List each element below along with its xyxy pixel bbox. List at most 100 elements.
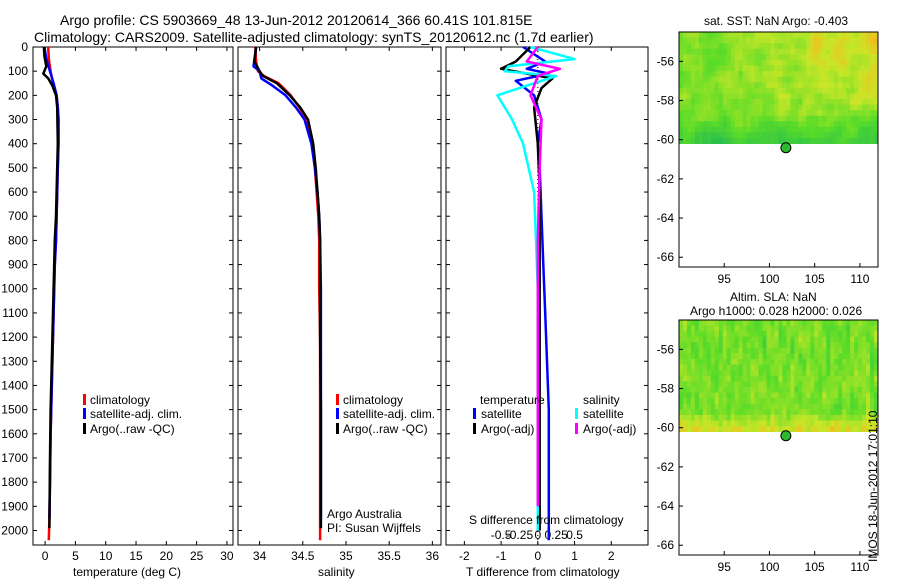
heatmap-cell [794,132,799,139]
heatmap-cell [714,403,720,410]
heatmap-cell [714,32,720,38]
heatmap-cell [786,403,791,410]
heatmap-cell [746,37,752,44]
heatmap-cell [866,364,871,371]
heatmap-cell [826,353,831,360]
heatmap-cell [734,420,740,427]
heatmap-cell [838,342,843,349]
heatmap-cell [822,76,827,83]
heatmap-cell [846,32,851,38]
heatmap-cell [766,48,771,55]
heatmap-cell [710,320,716,326]
heatmap-cell [790,104,795,111]
heatmap-cell [862,331,867,338]
heatmap-cell [690,347,696,354]
heatmap-cell [698,115,704,122]
heatmap-cell [694,398,700,405]
heatmap-cell [810,325,815,332]
heatmap-cell [758,71,763,78]
heatmap-cell [686,76,692,83]
heatmap-cell [826,65,831,72]
heatmap-cell [790,71,795,78]
heatmap-cell [794,138,799,145]
heatmap-cell [754,331,759,338]
heatmap-cell [734,386,740,393]
heatmap-cell [838,87,843,94]
heatmap-cell [682,76,688,83]
heatmap-cell [702,420,708,427]
heatmap-cell [826,82,831,89]
heatmap-cell [742,48,748,55]
heatmap-cell [842,325,847,332]
heatmap-cell [694,76,700,83]
heatmap-cell [862,359,867,366]
heatmap-cell [694,359,700,366]
heatmap-cell [702,54,708,61]
heatmap-cell [679,71,684,78]
depth-tick-label: 1700 [1,451,28,465]
heatmap-cell [786,59,791,66]
heatmap-cell [726,126,732,133]
heatmap-cell [866,398,871,405]
heatmap-cell [854,71,859,78]
heatmap-cell [866,43,871,50]
heatmap-cell [874,98,879,105]
heatmap-cell [870,353,875,360]
heatmap-cell [682,43,688,50]
heatmap-cell [782,414,787,421]
heatmap-cell [822,59,827,66]
heatmap-cell [734,71,740,78]
heatmap-cell [702,336,708,343]
heatmap-cell [730,336,736,343]
heatmap-cell [766,331,771,338]
heatmap-cell [774,370,779,377]
heatmap-cell [866,76,871,83]
heatmap-cell [714,37,720,44]
heatmap-cell [746,426,752,433]
heatmap-cell [734,37,740,44]
x-tick-label: 1 [571,549,578,563]
heatmap-cell [826,370,831,377]
heatmap-cell [714,104,720,111]
heatmap-cell [722,93,728,100]
heatmap-cell [738,375,744,382]
heatmap-cell [794,54,799,61]
heatmap-cell [822,54,827,61]
heatmap-cell [694,93,700,100]
heatmap-cell [858,320,863,326]
heatmap-cell [794,32,799,38]
heatmap-cell [766,82,771,89]
heatmap-cell [862,414,867,421]
heatmap-cell [738,359,744,366]
heatmap-cell [778,403,783,410]
heatmap-cell [838,43,843,50]
heatmap-cell [714,65,720,72]
heatmap-cell [814,54,819,61]
heatmap-cell [838,359,843,366]
heatmap-cell [706,37,712,44]
heatmap-cell [854,353,859,360]
heatmap-cell [742,392,748,399]
heatmap-cell [766,87,771,94]
heatmap-cell [746,398,752,405]
heatmap-cell [822,347,827,354]
heatmap-cell [818,409,823,416]
heatmap-cell [874,132,879,139]
heatmap-cell [834,392,839,399]
heatmap-cell [826,414,831,421]
heatmap-cell [686,347,692,354]
heatmap-cell [782,65,787,72]
map-y-tick-label: -60 [657,421,675,435]
heatmap-cell [718,370,724,377]
heatmap-cell [834,54,839,61]
heatmap-cell [738,121,744,128]
heatmap-cell [679,54,684,61]
heatmap-cell [726,420,732,427]
heatmap-cell [679,65,684,72]
heatmap-cell [766,98,771,105]
depth-tick-label: 800 [8,233,28,247]
heatmap-cell [710,353,716,360]
heatmap-cell [730,71,736,78]
heatmap-cell [842,110,847,117]
heatmap-cell [858,110,863,117]
